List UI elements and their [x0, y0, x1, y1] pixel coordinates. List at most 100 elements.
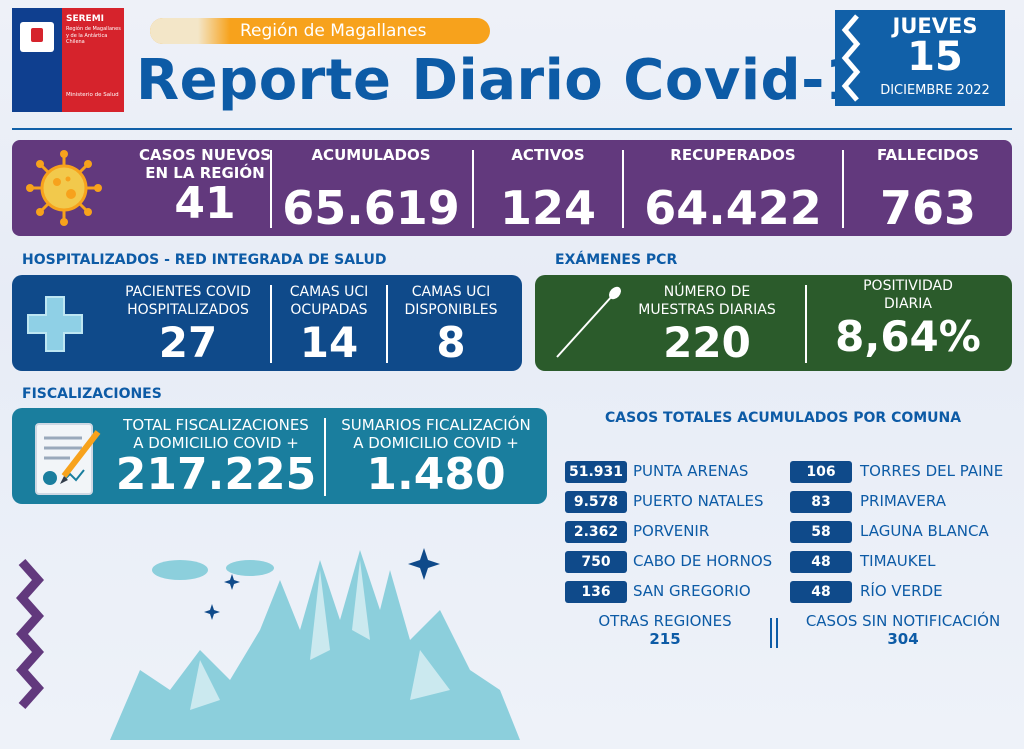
comuna-name: PRIMAVERA	[860, 492, 946, 510]
page-title: Reporte Diario Covid-19	[136, 48, 904, 113]
box-value: 27	[110, 319, 266, 367]
hosp-uci-ocupadas: CAMAS UCI OCUPADAS 14	[276, 283, 382, 367]
box-label: DIARIA	[813, 295, 1003, 313]
comuna-name: TORRES DEL PAINE	[860, 462, 1003, 480]
date-day: 15	[865, 34, 1005, 80]
comuna-value: 58	[790, 521, 852, 543]
logo-title: SEREMI	[66, 14, 104, 24]
stat-label: ACUMULADOS	[276, 146, 466, 164]
comuna-value: 750	[565, 551, 627, 573]
stat-value: 763	[848, 182, 1008, 234]
divider	[324, 418, 326, 496]
sin-notificacion-label: CASOS SIN NOTIFICACIÓN	[792, 612, 1014, 630]
date-month-year: DICIEMBRE 2022	[865, 83, 1005, 98]
mountains-illustration	[90, 540, 520, 740]
divider	[386, 285, 388, 363]
box-label: SUMARIOS FICALIZACIÓN	[330, 416, 542, 434]
stat-label: CASOS NUEVOS	[120, 146, 290, 164]
comuna-value: 106	[790, 461, 852, 483]
box-value: 220	[627, 319, 787, 367]
divider	[270, 150, 272, 228]
comuna-value: 51.931	[565, 461, 627, 483]
pcr-muestras: NÚMERO DE MUESTRAS DIARIAS 220	[627, 283, 787, 367]
otras-regiones-value: 215	[585, 630, 745, 648]
otras-regiones-label: OTRAS REGIONES	[585, 612, 745, 630]
box-value: 217.225	[112, 452, 320, 498]
medical-cross-icon	[26, 295, 84, 353]
stats-band: CASOS NUEVOS EN LA REGIÓN 41 ACUMULADOS …	[12, 140, 1012, 236]
stat-recuperados: RECUPERADOS 64.422	[628, 146, 838, 234]
hospital-box: PACIENTES COVID HOSPITALIZADOS 27 CAMAS …	[12, 275, 522, 371]
stat-value: 41	[120, 182, 290, 226]
pcr-positividad: POSITIVIDAD DIARIA 8,64%	[813, 277, 1003, 361]
stat-value: 65.619	[276, 182, 466, 234]
comuna-name: PUNTA ARENAS	[633, 462, 748, 480]
comuna-name: PORVENIR	[633, 522, 709, 540]
stat-fallecidos: FALLECIDOS 763	[848, 146, 1008, 234]
header-divider	[12, 128, 1012, 130]
comuna-name: LAGUNA BLANCA	[860, 522, 989, 540]
comuna-value: 48	[790, 581, 852, 603]
region-pill-fade	[150, 18, 230, 44]
stat-label: RECUPERADOS	[628, 146, 838, 164]
chile-seal-icon	[20, 22, 54, 52]
stat-acumulados: ACUMULADOS 65.619	[276, 146, 466, 234]
hosp-pacientes: PACIENTES COVID HOSPITALIZADOS 27	[110, 283, 266, 367]
comuna-name: SAN GREGORIO	[633, 582, 751, 600]
comuna-name: RÍO VERDE	[860, 582, 943, 600]
comuna-value: 83	[790, 491, 852, 513]
box-label: MUESTRAS DIARIAS	[627, 301, 787, 319]
stat-value: 64.422	[628, 182, 838, 234]
section-title-pcr: EXÁMENES PCR	[555, 252, 677, 268]
comuna-value: 2.362	[565, 521, 627, 543]
seremi-logo: SEREMI Región de Magallanes y de la Antá…	[12, 8, 124, 112]
box-value: 8	[390, 319, 512, 367]
region-pill: Región de Magallanes	[150, 18, 490, 44]
box-label: TOTAL FISCALIZACIONES	[112, 416, 320, 434]
pcr-box: NÚMERO DE MUESTRAS DIARIAS 220 POSITIVID…	[535, 275, 1012, 371]
fiscalizaciones-box: TOTAL FISCALIZACIONES A DOMICILIO COVID …	[12, 408, 547, 504]
pcr-swab-icon	[551, 285, 621, 361]
otras-regiones: OTRAS REGIONES 215	[585, 612, 745, 648]
box-label: POSITIVIDAD	[813, 277, 1003, 295]
comuna-name: PUERTO NATALES	[633, 492, 764, 510]
box-label: CAMAS UCI	[276, 283, 382, 301]
document-pen-icon	[26, 418, 106, 498]
date-box: JUEVES 15 DICIEMBRE 2022	[835, 10, 1005, 106]
box-label: NÚMERO DE	[627, 283, 787, 301]
box-label: HOSPITALIZADOS	[110, 301, 266, 319]
zigzag-icon	[841, 14, 863, 102]
divider	[842, 150, 844, 228]
section-title-hospitalizados: HOSPITALIZADOS - RED INTEGRADA DE SALUD	[22, 252, 386, 268]
zigzag-decoration	[16, 558, 44, 718]
box-label: CAMAS UCI	[390, 283, 512, 301]
stat-casos-nuevos: CASOS NUEVOS EN LA REGIÓN 41	[120, 146, 290, 226]
logo-subtitle: Región de Magallanes y de la Antártica C…	[66, 26, 122, 46]
comuna-value: 48	[790, 551, 852, 573]
stat-value: 124	[478, 182, 618, 234]
virus-icon	[26, 150, 102, 226]
stat-label: ACTIVOS	[478, 146, 618, 164]
sin-notificacion: CASOS SIN NOTIFICACIÓN 304	[792, 612, 1014, 648]
box-label: DISPONIBLES	[390, 301, 512, 319]
box-value: 1.480	[330, 452, 542, 498]
divider	[472, 150, 474, 228]
logo-ministry: Ministerio de Salud	[66, 92, 122, 99]
stat-activos: ACTIVOS 124	[478, 146, 618, 234]
sin-notificacion-value: 304	[792, 630, 1014, 648]
box-label: OCUPADAS	[276, 301, 382, 319]
fisc-total: TOTAL FISCALIZACIONES A DOMICILIO COVID …	[112, 416, 320, 498]
divider	[622, 150, 624, 228]
divider	[270, 285, 272, 363]
box-value: 8,64%	[813, 313, 1003, 361]
box-value: 14	[276, 319, 382, 367]
fisc-sumarios: SUMARIOS FICALIZACIÓN A DOMICILIO COVID …	[330, 416, 542, 498]
region-label: Región de Magallanes	[240, 21, 427, 41]
comuna-name: TIMAUKEL	[860, 552, 935, 570]
double-divider	[770, 618, 778, 648]
comuna-value: 136	[565, 581, 627, 603]
box-label: PACIENTES COVID	[110, 283, 266, 301]
comunas-title: CASOS TOTALES ACUMULADOS POR COMUNA	[605, 410, 961, 426]
comuna-name: CABO DE HORNOS	[633, 552, 772, 570]
logo-blue-bar	[12, 8, 62, 112]
